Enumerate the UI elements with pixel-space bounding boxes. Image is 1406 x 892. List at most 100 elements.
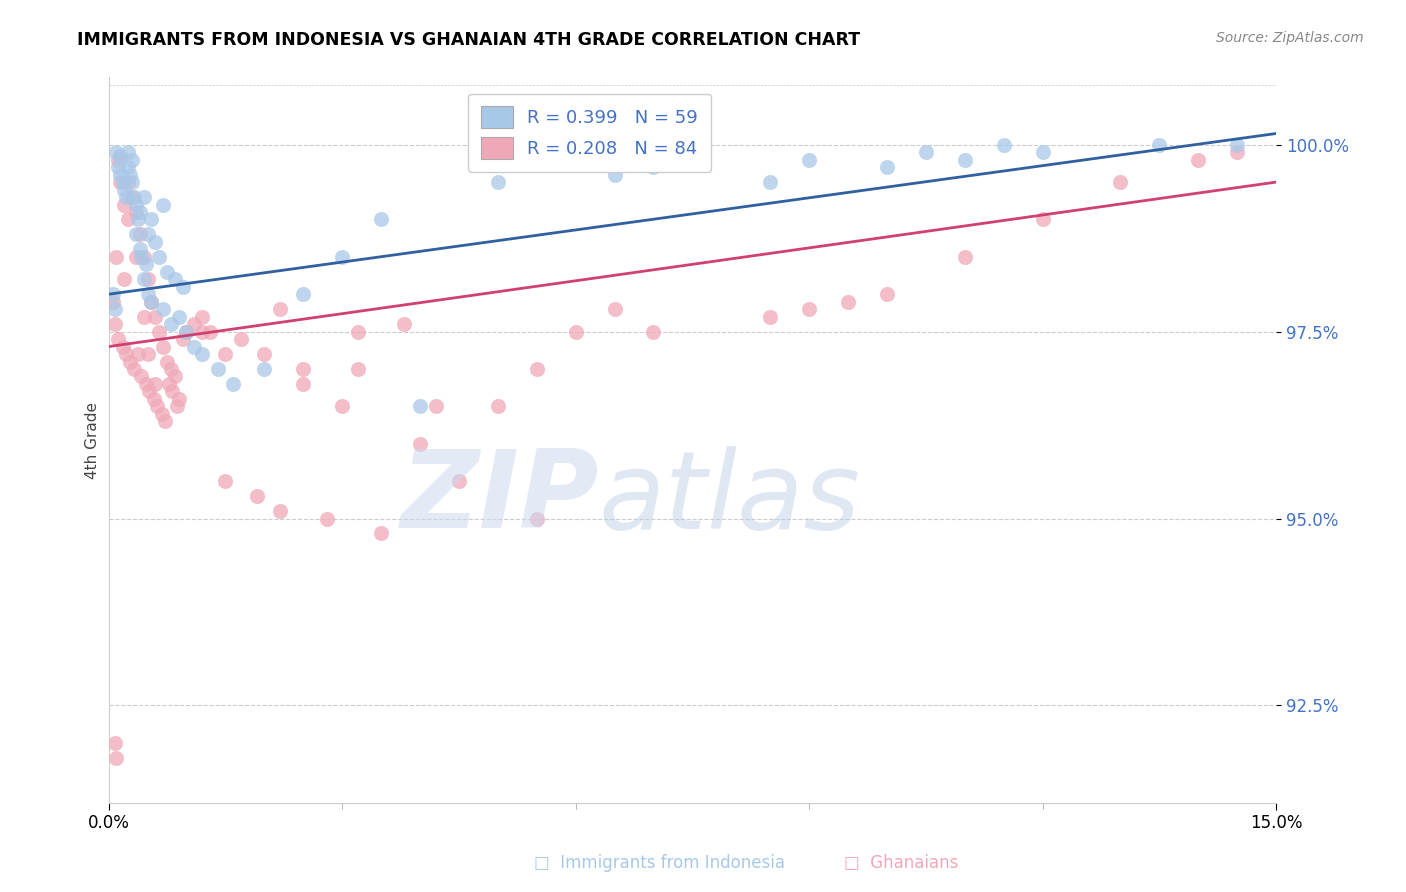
Point bbox=[136, 272, 159, 286]
Point bbox=[104, 302, 127, 317]
Point bbox=[132, 272, 155, 286]
Point bbox=[915, 145, 938, 160]
Point bbox=[135, 376, 157, 391]
Point bbox=[447, 474, 470, 488]
Point bbox=[797, 302, 820, 317]
Point bbox=[156, 354, 179, 368]
Point bbox=[876, 160, 898, 174]
Point bbox=[191, 325, 214, 339]
Point bbox=[127, 347, 149, 361]
Point bbox=[214, 474, 236, 488]
Point bbox=[110, 149, 132, 163]
Point bbox=[526, 511, 548, 525]
Point bbox=[253, 347, 276, 361]
Point bbox=[1032, 145, 1054, 160]
Point bbox=[141, 212, 163, 227]
Point bbox=[330, 250, 353, 264]
Point bbox=[125, 250, 148, 264]
Point bbox=[101, 294, 124, 309]
Point bbox=[953, 250, 976, 264]
Point bbox=[394, 317, 416, 331]
Point bbox=[269, 302, 291, 317]
Point bbox=[146, 400, 169, 414]
Point bbox=[131, 369, 153, 384]
Point bbox=[162, 384, 184, 399]
Point bbox=[214, 347, 236, 361]
Point bbox=[143, 310, 166, 324]
Point bbox=[370, 212, 392, 227]
Point bbox=[245, 489, 267, 503]
Point bbox=[117, 145, 139, 160]
Point bbox=[152, 302, 174, 317]
Point bbox=[160, 317, 183, 331]
Point bbox=[953, 153, 976, 167]
Point bbox=[176, 325, 198, 339]
Point bbox=[166, 400, 188, 414]
Point bbox=[1187, 153, 1209, 167]
Point bbox=[138, 384, 160, 399]
Point bbox=[292, 362, 315, 376]
Point bbox=[120, 354, 142, 368]
Text: ZIP: ZIP bbox=[401, 445, 599, 551]
Point bbox=[132, 310, 155, 324]
Point bbox=[120, 168, 142, 182]
Point bbox=[117, 160, 139, 174]
Point bbox=[122, 190, 145, 204]
Point bbox=[370, 526, 392, 541]
Point bbox=[759, 175, 782, 189]
Point bbox=[183, 317, 205, 331]
Point bbox=[191, 347, 214, 361]
Point bbox=[409, 400, 432, 414]
Point bbox=[128, 205, 150, 219]
Point bbox=[1226, 137, 1249, 152]
Point bbox=[163, 272, 186, 286]
Point bbox=[136, 347, 159, 361]
Point bbox=[993, 137, 1015, 152]
Point bbox=[125, 197, 148, 211]
Point bbox=[143, 376, 166, 391]
Point bbox=[104, 317, 127, 331]
Point bbox=[346, 325, 368, 339]
Point bbox=[128, 227, 150, 242]
Point bbox=[143, 235, 166, 249]
Point bbox=[136, 227, 159, 242]
Point bbox=[643, 325, 665, 339]
Point bbox=[1149, 137, 1171, 152]
Point bbox=[269, 504, 291, 518]
Point bbox=[136, 287, 159, 301]
Point bbox=[114, 347, 136, 361]
Text: Source: ZipAtlas.com: Source: ZipAtlas.com bbox=[1216, 31, 1364, 45]
Point bbox=[759, 310, 782, 324]
Point bbox=[148, 325, 170, 339]
Point bbox=[112, 183, 135, 197]
Point bbox=[292, 376, 315, 391]
Point bbox=[148, 250, 170, 264]
Point bbox=[172, 332, 194, 346]
Point bbox=[156, 265, 179, 279]
Point bbox=[121, 175, 143, 189]
Point bbox=[167, 392, 190, 406]
Text: atlas: atlas bbox=[599, 445, 860, 550]
Point bbox=[1226, 145, 1249, 160]
Point bbox=[128, 243, 150, 257]
Point bbox=[157, 376, 180, 391]
Point bbox=[183, 340, 205, 354]
Point bbox=[111, 175, 134, 189]
Point bbox=[486, 400, 509, 414]
Point bbox=[222, 376, 245, 391]
Legend: R = 0.399   N = 59, R = 0.208   N = 84: R = 0.399 N = 59, R = 0.208 N = 84 bbox=[468, 94, 711, 172]
Point bbox=[105, 250, 128, 264]
Point bbox=[409, 436, 432, 450]
Point bbox=[837, 294, 859, 309]
Point bbox=[1109, 175, 1132, 189]
Point bbox=[797, 153, 820, 167]
Point bbox=[150, 407, 173, 421]
Point bbox=[125, 227, 148, 242]
Point bbox=[107, 153, 129, 167]
Text: □  Ghanaians: □ Ghanaians bbox=[844, 855, 957, 872]
Point bbox=[160, 362, 183, 376]
Point bbox=[112, 272, 135, 286]
Point bbox=[330, 400, 353, 414]
Point bbox=[152, 197, 174, 211]
Point bbox=[207, 362, 229, 376]
